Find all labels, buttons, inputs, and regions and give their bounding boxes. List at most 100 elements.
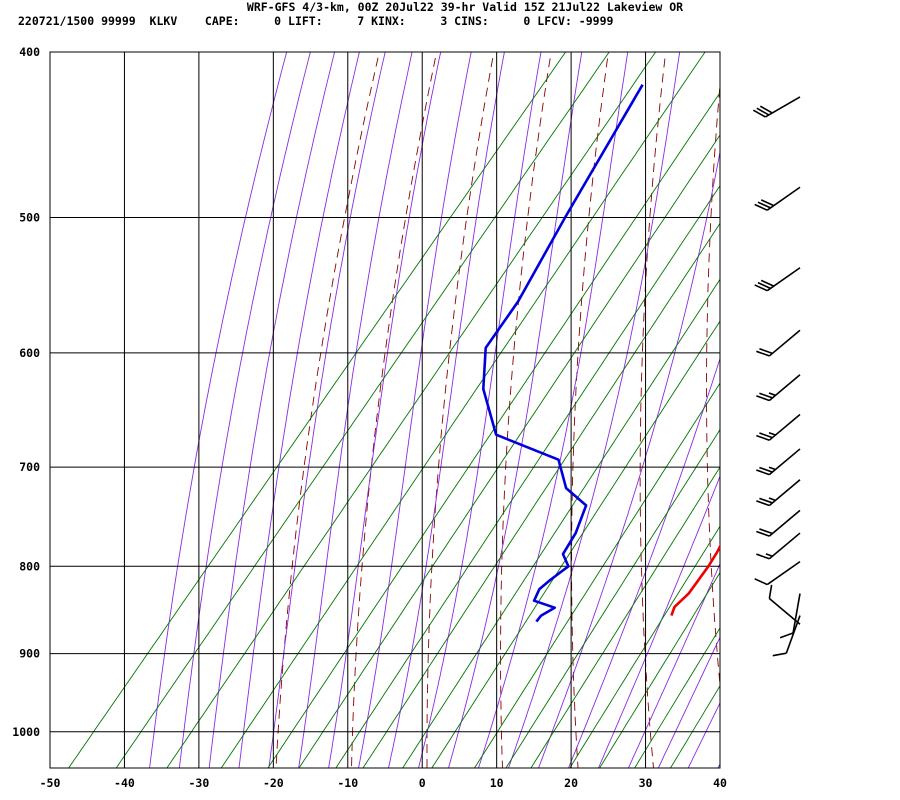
y-tick-label: 700 <box>19 460 40 474</box>
wind-barb-shaft <box>792 593 801 634</box>
moist-adiabat <box>717 763 720 768</box>
wind-barb-shaft <box>768 448 801 476</box>
wind-barb <box>756 448 801 476</box>
y-tick-label: 600 <box>19 346 40 360</box>
wind-barb-feather <box>760 199 775 207</box>
wind-barb-feather <box>759 392 773 399</box>
moist-adiabat <box>178 52 311 768</box>
wind-barb-feather <box>756 530 770 537</box>
wind-barb-shaft <box>768 597 801 625</box>
wind-barb-shaft <box>766 186 801 211</box>
moist-adiabat <box>448 52 583 768</box>
wind-barb <box>768 584 801 625</box>
moist-adiabat <box>508 52 681 768</box>
wind-barb-feather <box>779 632 794 639</box>
dry-adiabat <box>571 52 609 768</box>
wind-barbs <box>752 96 801 657</box>
mixing-ratio-line <box>599 571 720 768</box>
wind-barb <box>756 479 801 507</box>
x-tick-label: 20 <box>564 776 578 790</box>
wind-barb-feather <box>768 431 776 436</box>
dry-adiabat <box>833 14 881 775</box>
moist-adiabat <box>238 52 360 768</box>
mixing-ratio-line <box>402 278 720 768</box>
y-tick-label: 500 <box>19 211 40 225</box>
moist-adiabat <box>268 52 386 768</box>
wind-barb-shaft <box>768 479 801 507</box>
wind-barb-feather <box>759 105 773 114</box>
wind-barb-feather <box>756 350 770 357</box>
wind-barb-feather <box>765 553 773 557</box>
x-tick-label: -10 <box>337 776 358 790</box>
mixing-ratio-line <box>431 320 720 768</box>
x-tick-label: -50 <box>40 776 61 790</box>
dry-adiabat <box>500 52 552 768</box>
wind-barb-feather <box>757 201 771 209</box>
plot-frame <box>49 51 721 769</box>
moist-adiabat <box>418 52 542 768</box>
wind-barb <box>754 267 801 292</box>
wind-barb-feather <box>768 497 776 502</box>
moist-adiabat <box>149 52 288 768</box>
moist-adiabat <box>568 357 720 768</box>
wind-barb-shaft <box>764 96 801 118</box>
mixing-ratio-line <box>166 52 657 768</box>
y-tick-label: 800 <box>19 559 40 573</box>
wind-barb-feather <box>768 466 776 471</box>
wind-barb-shaft <box>768 509 801 537</box>
wind-barb-feather <box>756 395 770 402</box>
wind-barb <box>756 413 801 441</box>
wind-barb <box>756 509 801 537</box>
x-tick-label: 0 <box>419 776 426 790</box>
wind-barb-feather <box>768 392 776 397</box>
dry-adiabat <box>706 79 720 690</box>
mixing-ratio-line <box>68 52 567 768</box>
dry-adiabat <box>426 52 495 768</box>
wind-barb-feather <box>756 469 770 476</box>
mixing-ratio-line <box>115 52 610 768</box>
wind-barb <box>752 96 801 118</box>
moist-adiabat <box>358 52 472 768</box>
mixing-ratio-line <box>634 627 720 768</box>
x-tick-label: -20 <box>263 776 284 790</box>
dry-adiabat <box>351 52 438 768</box>
wind-barb-feather <box>759 347 773 355</box>
moist-adiabat <box>687 701 720 768</box>
wind-barb-feather <box>754 284 768 292</box>
moist-adiabat <box>388 52 505 768</box>
moist-adiabat <box>298 52 413 768</box>
mixing-ratio-line <box>505 428 720 768</box>
wind-barb <box>756 532 801 560</box>
wind-barb-shaft <box>768 413 801 441</box>
x-tick-label: 10 <box>490 776 504 790</box>
wind-barb <box>756 329 801 357</box>
wind-barb-feather <box>759 432 773 439</box>
mixing-ratio-line <box>267 91 720 768</box>
wind-barb-shaft <box>766 267 801 292</box>
moist-adiabat <box>598 475 720 768</box>
sounding-indices: 220721/1500 99999 KLKV CAPE: 0 LIFT: 7 K… <box>18 14 614 28</box>
wind-barb-feather <box>760 279 775 287</box>
mixing-ratio-line <box>669 685 720 768</box>
mixing-ratio-line <box>473 382 720 768</box>
moist-adiabat <box>627 562 720 768</box>
wind-barb <box>754 560 801 586</box>
wind-barb-feather <box>759 497 773 504</box>
wind-barb <box>756 374 801 402</box>
dry-adiabat <box>893 14 900 775</box>
wind-barb-feather <box>759 528 773 535</box>
wind-barb-feather <box>752 109 766 118</box>
wind-barb-feather <box>759 466 773 473</box>
wind-barb-feather <box>757 281 771 290</box>
wind-barb <box>779 593 801 639</box>
wind-barb-feather <box>756 107 770 116</box>
y-tick-label: 900 <box>19 647 40 661</box>
mixing-ratio-line <box>298 134 720 768</box>
sounding-profiles <box>482 84 720 623</box>
mixing-ratio-line <box>220 52 706 768</box>
wind-barb-feather <box>756 500 770 507</box>
tick-labels: -50 -40 -30 -20 -10 0 10 20 30 40 400 500 600 700 800 9… <box>12 45 727 790</box>
wind-barb <box>754 186 801 211</box>
temperature-profile-line <box>670 543 720 617</box>
